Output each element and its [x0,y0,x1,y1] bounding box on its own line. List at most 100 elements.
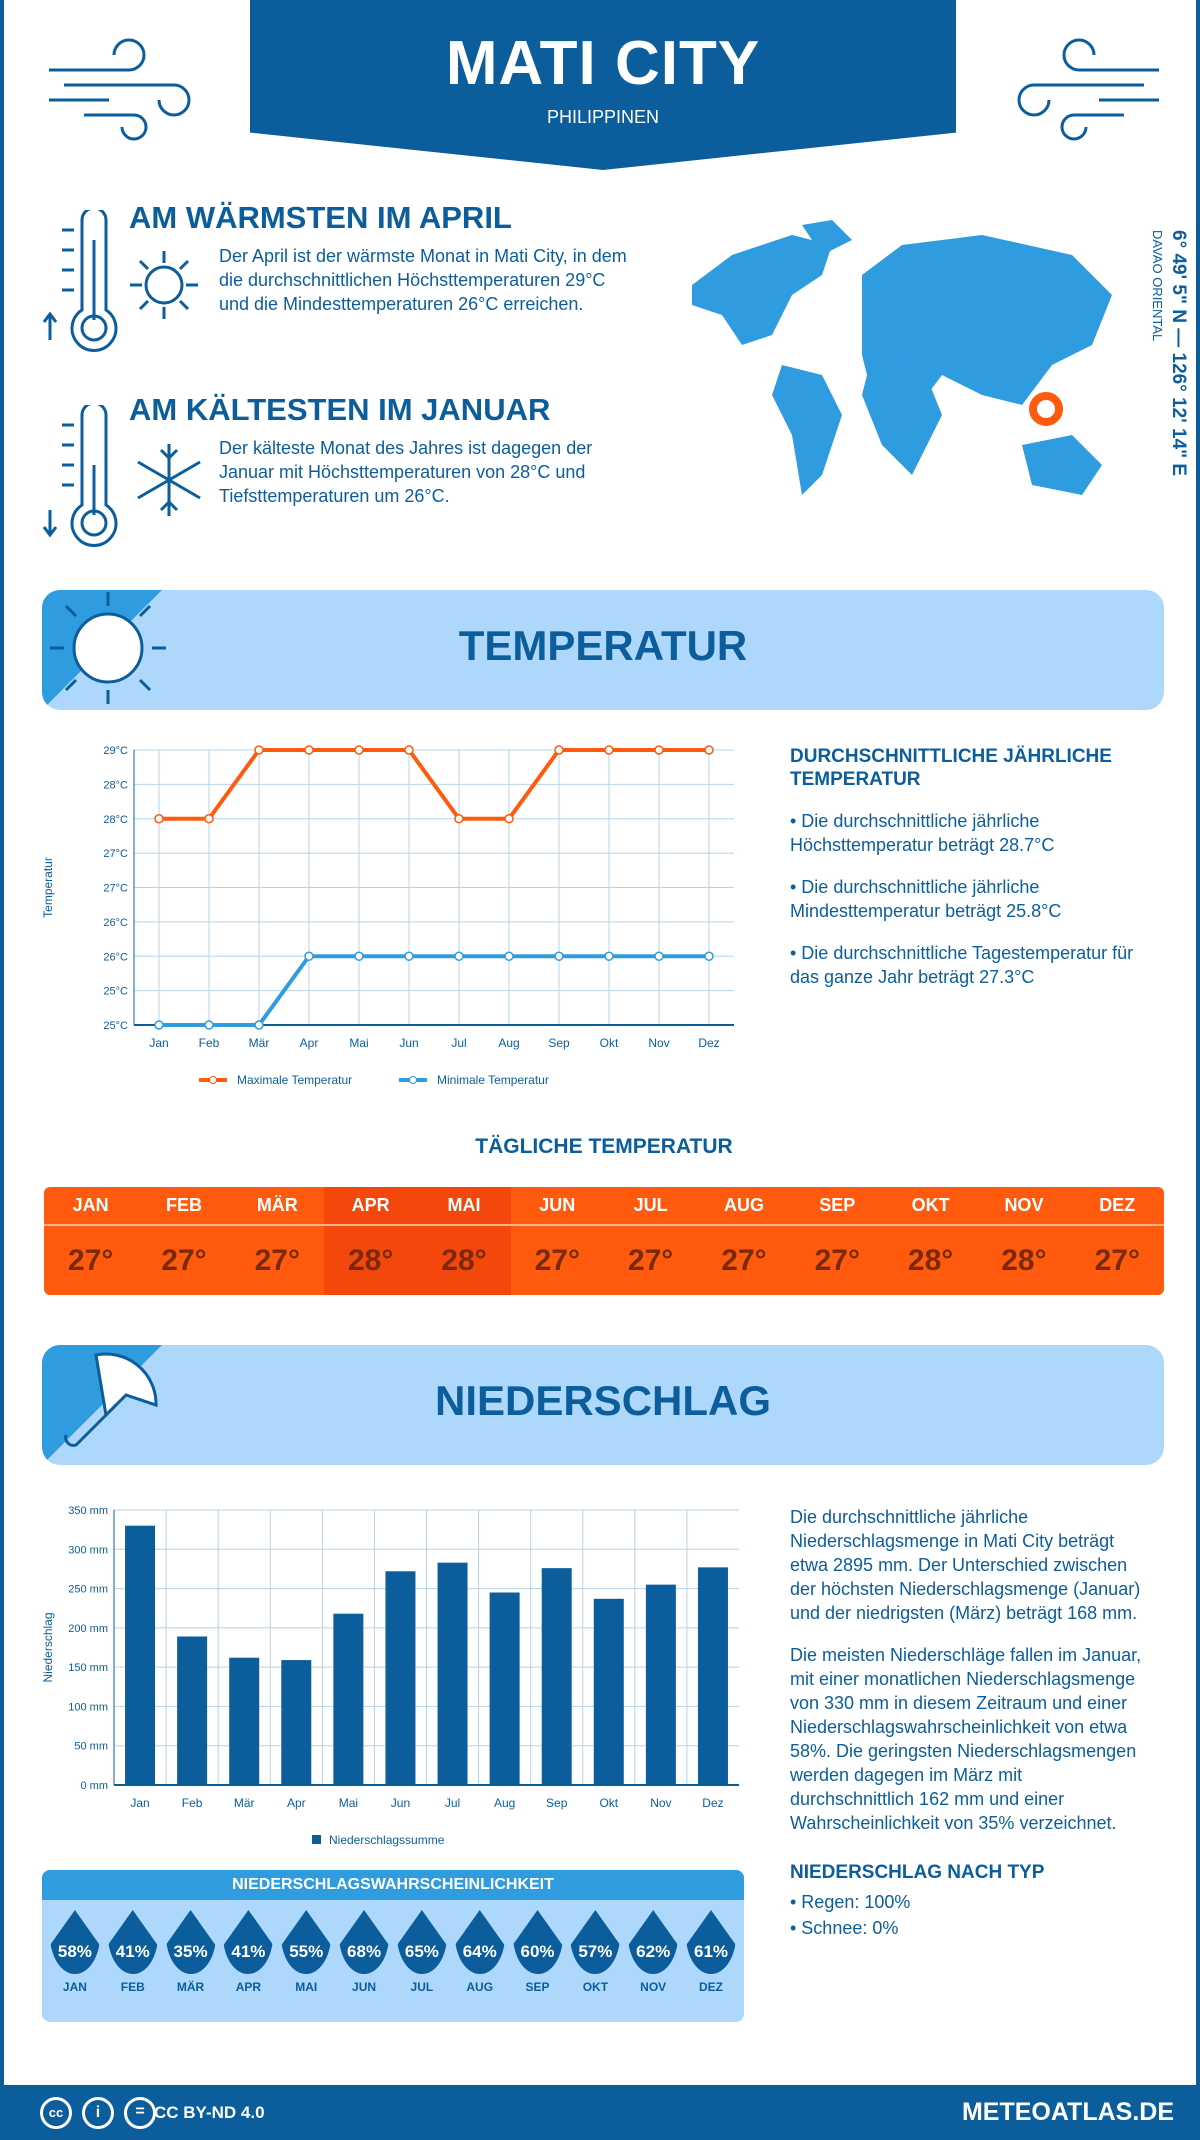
city-title: MATI CITY [445,29,761,98]
y-tick-label: 28°C [103,814,128,826]
probability-drop: 35% MÄR [164,1910,218,1994]
drop-month: MÄR [176,1980,205,1994]
daily-value: 27° [230,1225,324,1295]
daily-value: 27° [603,1225,698,1295]
data-point [354,951,364,961]
sun-icon [124,245,204,330]
data-point [354,745,364,755]
daily-value: 27° [137,1225,231,1295]
bar [177,1636,208,1785]
data-point [504,814,514,824]
data-point [254,1020,264,1030]
drop-value: 65% [396,1910,447,1974]
daily-value: 28° [977,1225,1071,1295]
probability-drop: 57% OKT [568,1910,622,1994]
y-tick-label: 26°C [103,917,128,929]
coldest-text: Der kälteste Monat des Jahres ist dagege… [219,438,593,506]
temp-bullet-max: • Die durchschnittliche jährliche Höchst… [790,811,1055,855]
x-tick-label: Mär [249,1036,270,1050]
sun-large-icon [50,592,166,704]
bar [593,1598,624,1785]
world-map [672,215,1127,520]
snowflake-icon [129,440,209,525]
drop-month: NOV [640,1980,667,1994]
precip-type-title: NIEDERSCHLAG NACH TYP [790,1862,1045,1883]
probability-drop: 58% JAN [48,1910,102,1994]
region-text: DAVAO ORIENTAL [1150,230,1165,342]
wind-icon-left [44,30,194,155]
y-tick-label: 150 mm [68,1662,108,1674]
bar [385,1571,416,1785]
daily-month: DEZ [1070,1187,1164,1226]
probability-drop: 41% APR [221,1910,275,1994]
x-tick-label: Jun [399,1036,418,1050]
probability-drop: 65% JUL [395,1910,449,1994]
data-point [504,951,514,961]
license-text: CC BY-ND 4.0 [154,2103,265,2122]
drop-value: 41% [223,1910,274,1974]
drop-value: 58% [49,1910,100,1974]
probability-drop: 41% FEB [106,1910,160,1994]
drop-value: 55% [281,1910,332,1974]
temperature-title: TEMPERATUR [458,622,748,669]
daily-month: SEP [790,1187,884,1226]
x-tick-label: Dez [702,1796,723,1810]
cc-icon: cc [40,2097,72,2129]
data-point [154,814,164,824]
y-tick-label: 25°C [103,1020,128,1032]
precipitation-banner: NIEDERSCHLAG [42,1345,1164,1465]
y-tick-label: 300 mm [68,1544,108,1556]
drop-value: 62% [628,1910,679,1974]
legend-label: Maximale Temperatur [237,1073,352,1087]
data-point [204,1020,214,1030]
daily-month: JUN [510,1187,604,1226]
data-point [704,951,714,961]
daily-month: MAI [417,1187,511,1226]
y-tick-label: 25°C [103,986,128,998]
data-point [404,951,414,961]
bar [281,1660,312,1785]
temp-bullet-min: • Die durchschnittliche jährliche Mindes… [790,877,1062,921]
x-tick-label: Sep [546,1796,568,1810]
x-tick-label: Feb [182,1796,203,1810]
data-point [454,814,464,824]
daily-value: 28° [883,1225,978,1295]
y-tick-label: 29°C [103,745,128,757]
coldest-fact: AM KÄLTESTEN IM JANUAR Der kälteste Mona… [129,392,639,508]
daily-month: APR [323,1187,418,1226]
header-banner: MATI CITY PHILIPPINEN [250,0,956,170]
precip-type-snow: • Schnee: 0% [790,1918,899,1938]
y-tick-label: 28°C [103,779,128,791]
warmest-fact: AM WÄRMSTEN IM APRIL Der April ist der w… [129,200,639,316]
probability-title: NIEDERSCHLAGSWAHRSCHEINLICHKEIT [42,1870,744,1900]
x-tick-label: Sep [548,1036,570,1050]
x-tick-label: Aug [498,1036,519,1050]
drop-month: JAN [62,1980,87,1994]
x-tick-label: Nov [650,1796,671,1810]
precip-text-1: Die durchschnittliche jährliche Niedersc… [790,1507,1141,1623]
x-tick-label: Jul [445,1796,460,1810]
drop-month: FEB [120,1980,145,1994]
precip-probability: NIEDERSCHLAGSWAHRSCHEINLICHKEIT 58% JAN 41… [42,1870,744,2022]
daily-month: FEB [137,1187,231,1226]
daily-value: 27° [790,1225,884,1295]
thermometer-warm-icon [42,206,132,365]
drop-month: APR [235,1980,262,1994]
x-tick-label: Apr [300,1036,319,1050]
coldest-title: AM KÄLTESTEN IM JANUAR [129,392,551,427]
precip-text-2: Die meisten Niederschläge fallen im Janu… [790,1645,1142,1833]
site-link[interactable]: METEOATLAS.DE [961,2098,1174,2126]
temp-summary-title: DURCHSCHNITTLICHE JÄHRLICHE TEMPERATUR [790,746,1112,790]
bar [437,1562,468,1785]
y-tick-label: 27°C [103,848,128,860]
precipitation-title: NIEDERSCHLAG [434,1377,772,1424]
x-tick-label: Nov [648,1036,669,1050]
legend-label: Niederschlagssumme [329,1833,445,1847]
precip-type-rain: • Regen: 100% [790,1892,911,1912]
attribution-icon: i [82,2097,114,2129]
daily-value: 27° [44,1225,138,1295]
location-marker [1029,392,1063,426]
daily-month: MÄR [230,1187,324,1226]
x-tick-label: Feb [199,1036,220,1050]
temperature-banner: TEMPERATUR [42,590,1164,710]
